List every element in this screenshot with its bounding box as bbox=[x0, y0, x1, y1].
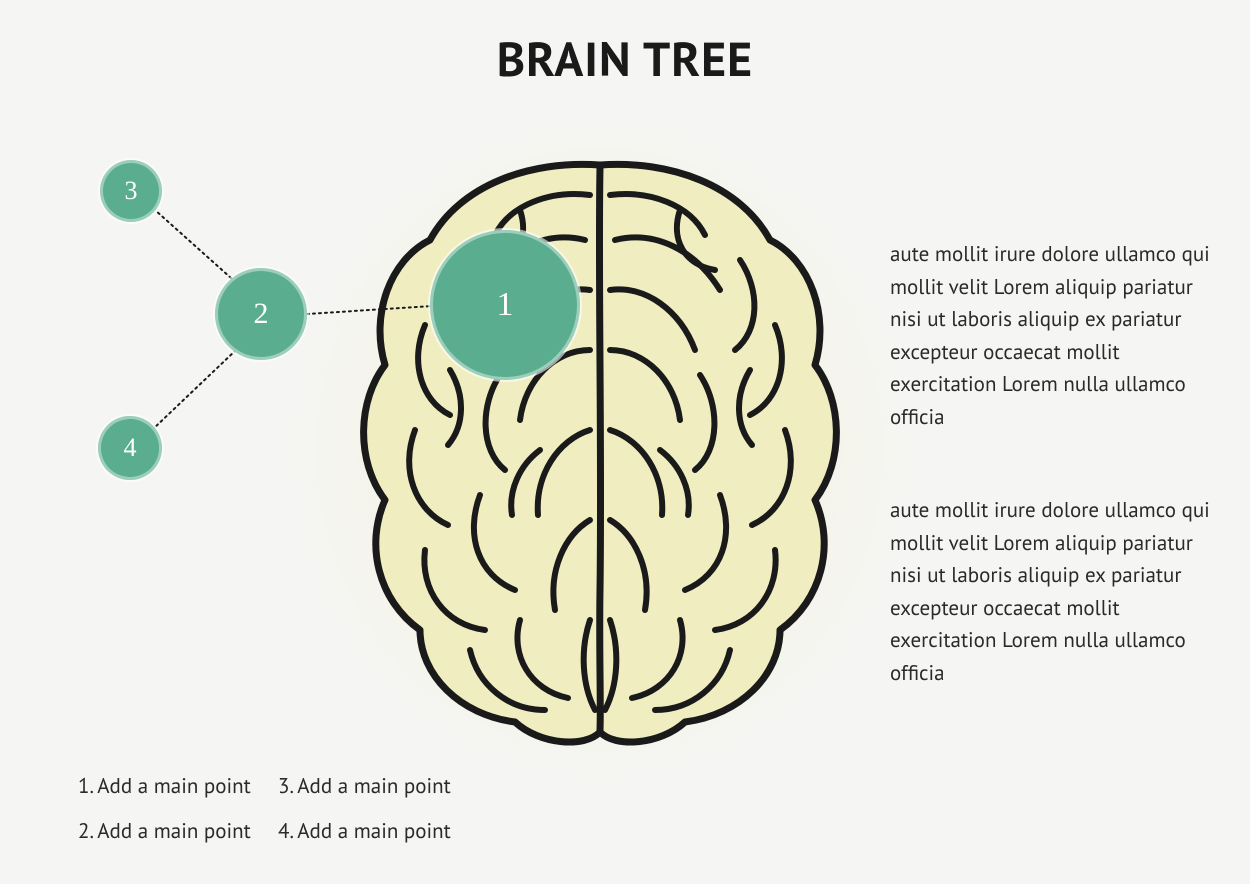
node-4: 4 bbox=[98, 416, 162, 480]
point-4: 4. Add a main point bbox=[278, 817, 498, 844]
main-points-list: 1. Add a main point 3. Add a main point … bbox=[78, 772, 498, 844]
point-1: 1. Add a main point bbox=[78, 772, 278, 799]
node-2: 2 bbox=[215, 268, 307, 360]
paragraph-2: aute mollit irure dolore ullamco qui mol… bbox=[890, 494, 1210, 689]
point-3: 3. Add a main point bbox=[278, 772, 498, 799]
edge-2-4 bbox=[152, 350, 236, 430]
brain-fissure bbox=[599, 168, 600, 730]
paragraph-1: aute mollit irure dolore ullamco qui mol… bbox=[890, 238, 1210, 433]
point-2: 2. Add a main point bbox=[78, 817, 278, 844]
node-1: 1 bbox=[430, 230, 580, 380]
node-3: 3 bbox=[100, 160, 162, 222]
brain-illustration bbox=[330, 150, 870, 750]
page-title: BRAIN TREE bbox=[0, 28, 1250, 90]
edge-2-3 bbox=[155, 210, 231, 278]
brain-svg bbox=[330, 150, 870, 750]
